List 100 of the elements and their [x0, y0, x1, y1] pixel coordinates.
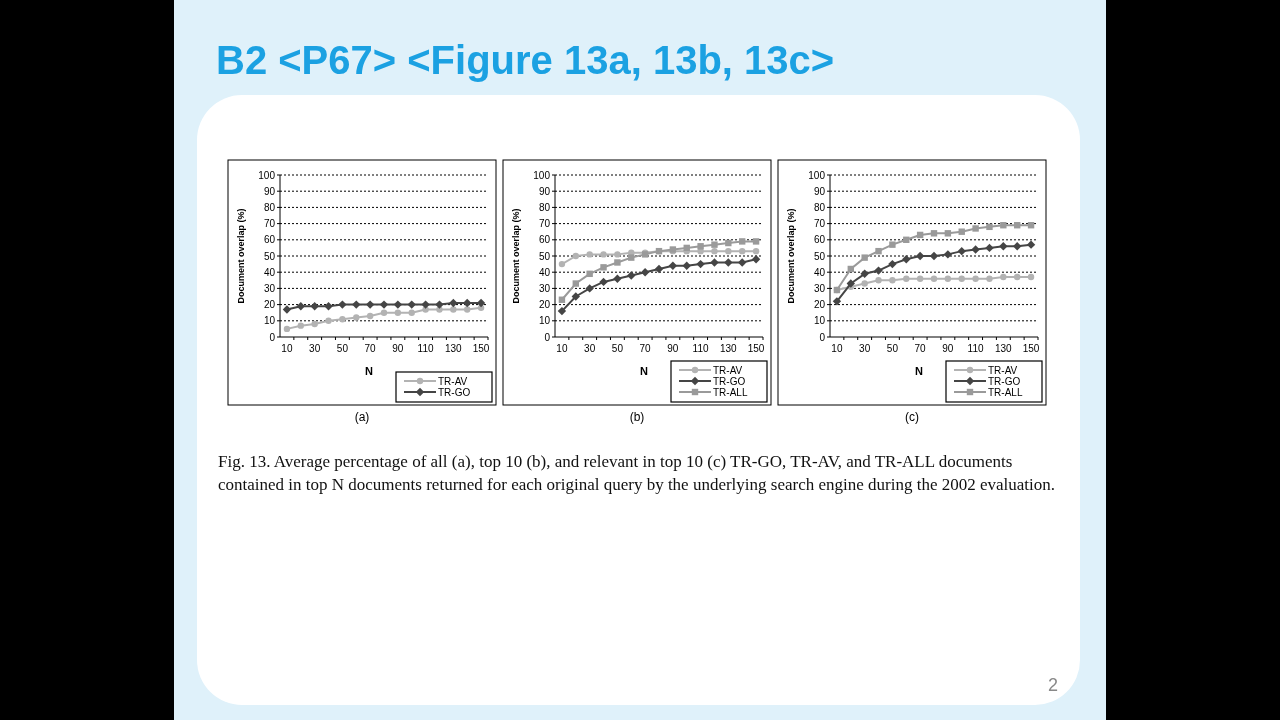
y-tick-label: 80 — [813, 201, 826, 213]
point — [365, 300, 375, 309]
point — [875, 277, 882, 284]
x-tick-label: 90 — [392, 343, 404, 354]
y-tick-label: 20 — [813, 299, 826, 311]
point — [985, 243, 994, 253]
point — [999, 242, 1008, 251]
point — [711, 241, 718, 248]
x-tick-label: 130 — [994, 343, 1013, 354]
point — [957, 246, 966, 256]
chart-title: B2 <P67> <Figure 13a, 13b, 13c> — [216, 38, 835, 82]
point — [571, 292, 580, 301]
x-tick-label: 30 — [584, 343, 596, 354]
x-axis-title: N — [640, 365, 649, 377]
x-tick-label: 130 — [719, 343, 738, 354]
point — [572, 252, 579, 260]
y-tick-label: 60 — [263, 234, 276, 246]
point — [1027, 273, 1035, 281]
y-tick-label: 40 — [538, 266, 551, 278]
point — [1000, 273, 1007, 281]
point — [915, 251, 925, 261]
point — [282, 305, 292, 314]
y-tick-label: 20 — [538, 299, 551, 311]
point — [380, 309, 388, 316]
point — [1026, 240, 1036, 249]
point — [464, 306, 471, 313]
x-tick-label: 110 — [967, 343, 984, 354]
point — [725, 239, 732, 247]
point — [944, 275, 952, 282]
y-tick-label: 10 — [538, 315, 551, 327]
point — [943, 250, 953, 259]
x-tick-label: 50 — [886, 343, 899, 354]
point — [640, 268, 650, 277]
point — [875, 247, 882, 255]
x-tick-label: 10 — [556, 343, 568, 354]
point — [393, 300, 403, 309]
y-tick-label: 20 — [263, 299, 276, 311]
x-tick-label: 110 — [692, 343, 709, 354]
x-tick-label: 30 — [859, 343, 871, 354]
legend-label: TR-GO — [988, 375, 1021, 387]
y-tick-label: 0 — [544, 331, 551, 343]
point — [861, 254, 868, 261]
point — [297, 322, 304, 329]
x-tick-label: 70 — [914, 343, 927, 354]
point — [696, 259, 705, 269]
point — [325, 317, 332, 324]
legend-label: TR-AV — [988, 364, 1018, 376]
point — [627, 271, 636, 280]
y-tick-label: 100 — [258, 169, 276, 181]
point — [1014, 273, 1021, 281]
point — [724, 258, 733, 267]
point — [751, 255, 761, 264]
point — [903, 275, 910, 282]
point — [654, 264, 664, 274]
point — [379, 300, 389, 309]
caption: Fig. 13. Average percentage of all (a), top 10 (b), and relevant in top 10 (c) TR-GO, TR-AV, and TR-ALL documents contained in top N documents returned for each original query by the underlying search engine during the 2002 evaluation. — [218, 451, 1056, 496]
point — [614, 251, 621, 258]
point — [972, 225, 979, 232]
point — [628, 254, 635, 261]
point — [339, 315, 346, 323]
point — [861, 280, 868, 287]
y-tick-label: 70 — [813, 218, 826, 230]
point — [668, 261, 678, 270]
point — [888, 259, 897, 269]
point — [739, 238, 746, 245]
point — [725, 247, 732, 255]
point — [930, 275, 938, 282]
point — [832, 297, 842, 306]
point — [930, 230, 938, 237]
y-tick-label: 90 — [538, 185, 551, 197]
point — [944, 230, 952, 237]
x-tick-label: 90 — [942, 343, 954, 354]
point — [449, 298, 458, 308]
point — [902, 255, 911, 264]
x-tick-label: 150 — [747, 343, 765, 354]
point — [352, 300, 361, 309]
point — [283, 325, 291, 333]
point — [1013, 242, 1022, 251]
x-tick-label: 70 — [364, 343, 377, 354]
point — [986, 275, 993, 282]
y-tick-label: 0 — [819, 331, 826, 343]
point — [971, 245, 980, 254]
x-tick-label: 30 — [309, 343, 321, 354]
text: 2 — [1047, 675, 1059, 695]
x-axis-title: N — [915, 365, 924, 377]
point — [916, 275, 924, 282]
point — [972, 275, 979, 282]
y-axis-title: Document overlap (%) — [236, 208, 246, 304]
point — [738, 258, 747, 267]
point — [889, 277, 896, 284]
point — [296, 302, 305, 311]
y-tick-label: 0 — [269, 331, 276, 343]
point — [682, 261, 691, 270]
point — [585, 284, 594, 293]
x-tick-label: 110 — [417, 343, 434, 354]
point — [408, 309, 415, 316]
point — [599, 277, 608, 287]
y-tick-label: 30 — [263, 282, 276, 294]
point — [752, 238, 760, 245]
x-tick-label: 90 — [667, 343, 679, 354]
